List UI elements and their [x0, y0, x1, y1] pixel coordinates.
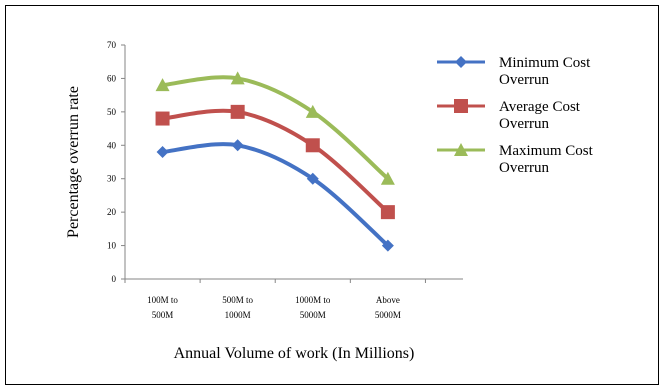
- data-point-1: [306, 172, 319, 185]
- y-tick-label: 30: [107, 174, 117, 184]
- x-axis-title: Annual Volume of work (In Millions): [174, 345, 415, 362]
- data-point-2: [380, 205, 395, 220]
- data-point-2: [230, 104, 245, 119]
- x-tick-label: 500M to 1000M: [222, 295, 253, 320]
- data-point-1: [231, 139, 244, 152]
- x-tick-label: 100M to 500M: [147, 295, 178, 320]
- legend-entry-2: Average Cost Overrun: [499, 99, 581, 132]
- y-tick-label: 40: [107, 140, 117, 150]
- y-tick-label: 50: [107, 107, 117, 117]
- data-point-2: [155, 111, 170, 126]
- x-tick-label: Above 5000M: [375, 295, 401, 320]
- legend-entry-3: Maximum Cost Overrun: [499, 143, 594, 176]
- x-tick-label: 1000M to 5000M: [295, 295, 331, 320]
- legend-marker-2: [454, 99, 468, 113]
- y-tick-label: 60: [107, 73, 117, 83]
- legend-marker-1: [455, 56, 467, 68]
- data-point-3: [305, 104, 320, 118]
- y-tick-label: 0: [112, 274, 117, 284]
- data-point-3: [380, 171, 395, 185]
- y-tick-label: 70: [107, 40, 117, 50]
- legend-entry-1: Minimum Cost Overrun: [499, 55, 591, 88]
- data-point-1: [381, 239, 394, 252]
- data-point-3: [230, 71, 245, 85]
- data-point-1: [156, 145, 169, 158]
- y-tick-label: 20: [107, 207, 117, 217]
- y-axis-title: Percentage overrun rate: [65, 86, 82, 238]
- data-point-3: [155, 78, 170, 92]
- data-point-2: [305, 138, 320, 153]
- series-line-2: [162, 108, 390, 214]
- series-line-1: [162, 142, 390, 248]
- y-tick-label: 10: [107, 241, 117, 251]
- series-line-3: [162, 75, 390, 181]
- legend-marker-3: [454, 143, 468, 156]
